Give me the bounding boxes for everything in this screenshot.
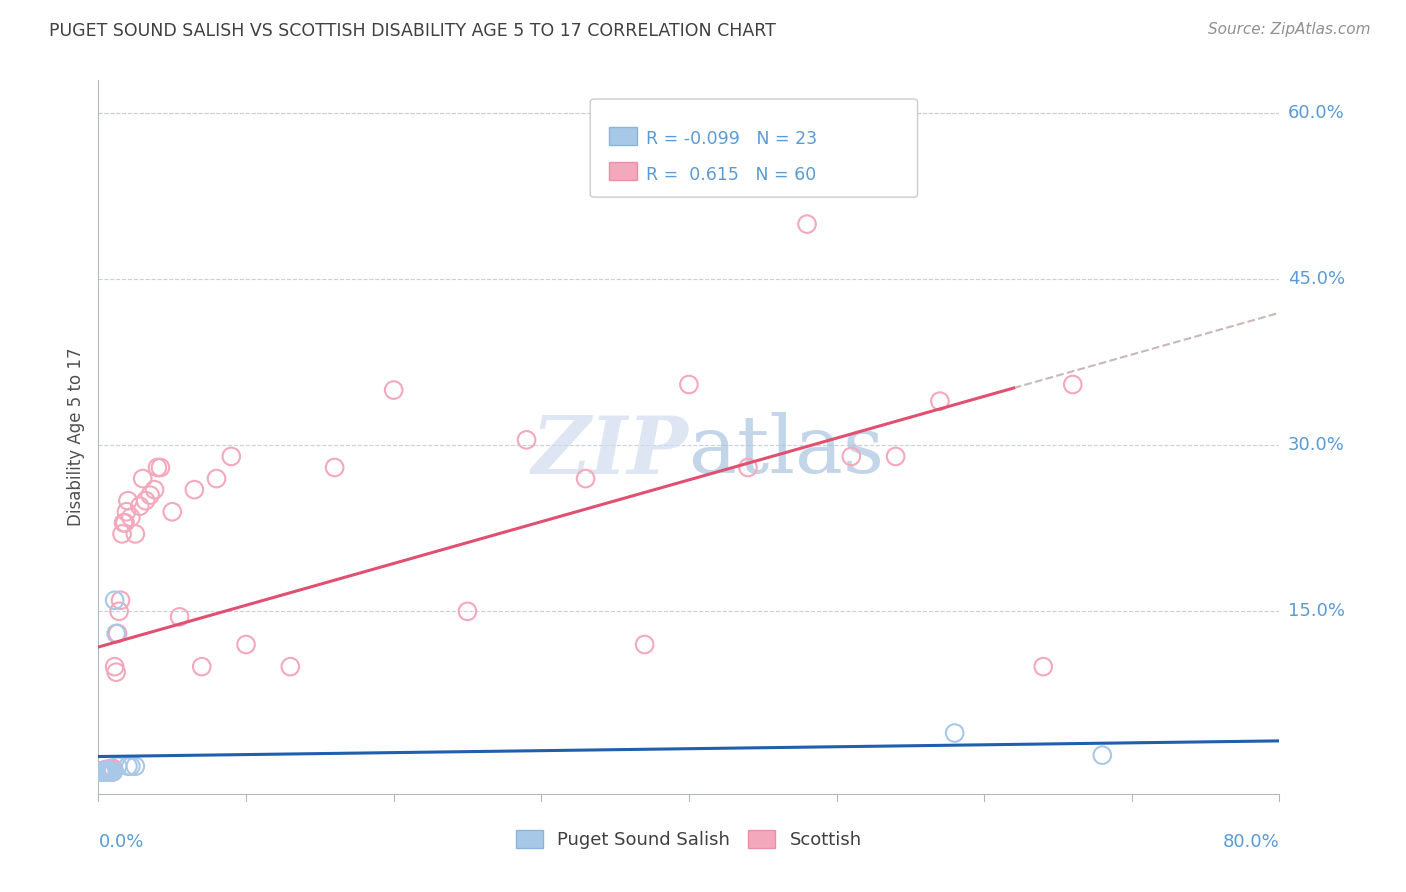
Point <box>120 510 142 524</box>
Point <box>132 472 155 486</box>
Text: R =  0.615   N = 60: R = 0.615 N = 60 <box>647 166 817 184</box>
Point <box>93 764 115 778</box>
Point <box>929 394 952 409</box>
Y-axis label: Disability Age 5 to 17: Disability Age 5 to 17 <box>67 348 86 526</box>
Point <box>796 217 818 231</box>
Point <box>104 593 127 607</box>
Point <box>89 764 111 779</box>
Point <box>382 383 405 397</box>
Point <box>737 460 759 475</box>
Point <box>183 483 205 497</box>
Point <box>91 764 114 779</box>
Point <box>111 527 134 541</box>
Text: ZIP: ZIP <box>531 413 689 490</box>
Point <box>124 759 146 773</box>
Point <box>841 450 863 464</box>
Point <box>93 764 115 778</box>
Text: atlas: atlas <box>689 412 884 491</box>
Text: 30.0%: 30.0% <box>1288 436 1344 454</box>
Point <box>93 764 115 779</box>
Point <box>104 659 127 673</box>
Point <box>100 761 122 775</box>
Point <box>1062 377 1084 392</box>
Point <box>120 759 142 773</box>
Point <box>96 764 118 778</box>
Point <box>457 604 479 618</box>
Point <box>149 460 172 475</box>
Point <box>115 505 138 519</box>
Point <box>105 665 128 680</box>
Legend: Puget Sound Salish, Scottish: Puget Sound Salish, Scottish <box>509 822 869 856</box>
Point <box>516 433 538 447</box>
Point <box>105 626 128 640</box>
Text: 15.0%: 15.0% <box>1288 602 1344 620</box>
Point <box>96 764 118 779</box>
Point <box>94 763 117 777</box>
Point <box>221 450 243 464</box>
Point <box>128 500 150 514</box>
Point <box>90 764 112 779</box>
Point <box>107 759 129 773</box>
Point <box>634 638 657 652</box>
Point <box>91 764 114 779</box>
Point <box>91 764 114 778</box>
Point <box>884 450 907 464</box>
Point <box>100 764 122 779</box>
Point <box>117 759 139 773</box>
Point <box>98 761 121 775</box>
Point <box>97 763 120 777</box>
Point <box>323 460 346 475</box>
Point <box>1032 659 1054 673</box>
Point <box>96 764 118 778</box>
Point <box>205 472 228 486</box>
Point <box>100 764 122 779</box>
Point <box>678 377 700 392</box>
Point <box>107 626 129 640</box>
Point <box>94 764 117 779</box>
Point <box>191 659 214 673</box>
Point <box>575 472 598 486</box>
Point <box>89 764 111 779</box>
Point <box>91 764 114 778</box>
Point <box>103 764 125 779</box>
Point <box>1091 748 1114 763</box>
Point <box>94 764 117 779</box>
Point <box>97 764 120 778</box>
Point <box>94 764 117 778</box>
Point <box>96 764 118 779</box>
Point <box>97 764 120 779</box>
Point <box>108 604 131 618</box>
Point <box>162 505 183 519</box>
Point <box>112 516 135 530</box>
Point <box>103 764 125 779</box>
Point <box>98 764 121 779</box>
Point <box>114 516 136 530</box>
Point <box>97 764 120 779</box>
Point <box>90 764 112 779</box>
Text: 45.0%: 45.0% <box>1288 270 1346 288</box>
Point <box>98 764 121 779</box>
Point <box>124 527 146 541</box>
Text: PUGET SOUND SALISH VS SCOTTISH DISABILITY AGE 5 TO 17 CORRELATION CHART: PUGET SOUND SALISH VS SCOTTISH DISABILIT… <box>49 22 776 40</box>
Point <box>103 761 125 775</box>
Point <box>117 493 139 508</box>
Point <box>235 638 257 652</box>
Point <box>943 726 966 740</box>
Point <box>139 488 162 502</box>
Point <box>93 764 115 779</box>
Point <box>90 764 112 778</box>
Text: 60.0%: 60.0% <box>1288 104 1344 122</box>
Text: 80.0%: 80.0% <box>1223 833 1279 851</box>
Text: 0.0%: 0.0% <box>98 833 143 851</box>
Text: R = -0.099   N = 23: R = -0.099 N = 23 <box>647 130 818 148</box>
Point <box>135 493 157 508</box>
Point <box>169 610 191 624</box>
Point <box>143 483 166 497</box>
Point <box>146 460 169 475</box>
Point <box>280 659 302 673</box>
Text: Source: ZipAtlas.com: Source: ZipAtlas.com <box>1208 22 1371 37</box>
Point <box>110 593 132 607</box>
Point <box>98 764 121 778</box>
